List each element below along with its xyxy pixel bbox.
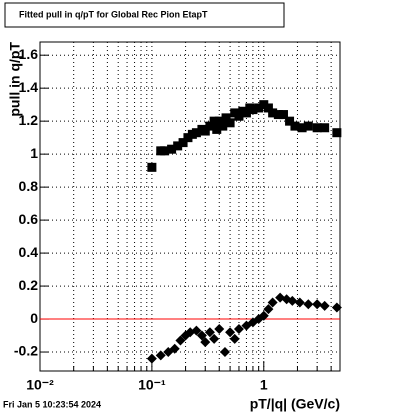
y-tick-label: 1 xyxy=(30,145,38,161)
marker xyxy=(214,116,224,126)
marker xyxy=(219,347,230,358)
marker xyxy=(209,116,219,126)
marker xyxy=(248,105,258,115)
y-tick-label: 0.4 xyxy=(19,244,39,260)
marker xyxy=(191,128,201,138)
marker xyxy=(290,121,300,131)
y-tick-label: 1.6 xyxy=(19,46,39,62)
marker xyxy=(331,302,342,313)
marker xyxy=(287,295,298,306)
marker xyxy=(259,100,269,110)
marker xyxy=(241,108,251,118)
marker xyxy=(303,121,313,131)
marker xyxy=(212,124,222,134)
plot-frame xyxy=(39,41,341,372)
marker xyxy=(146,353,157,364)
y-tick-label: 0.6 xyxy=(19,211,39,227)
marker xyxy=(312,299,323,310)
marker xyxy=(267,297,278,308)
y-tick-label: 0.8 xyxy=(19,178,39,194)
marker xyxy=(303,299,314,310)
marker xyxy=(332,128,342,138)
marker xyxy=(209,333,220,344)
marker xyxy=(225,118,235,128)
marker xyxy=(200,126,210,136)
y-tick-label: 0.2 xyxy=(19,277,39,293)
marker xyxy=(229,333,240,344)
y-tick-label: 1.2 xyxy=(19,112,39,128)
y-axis-label: pull in q/pT xyxy=(7,42,23,117)
marker xyxy=(221,113,231,123)
marker xyxy=(258,310,269,321)
marker xyxy=(155,350,166,361)
marker xyxy=(263,304,274,315)
marker xyxy=(312,123,322,133)
marker xyxy=(214,323,225,334)
marker xyxy=(278,110,288,120)
marker xyxy=(268,108,278,118)
marker xyxy=(233,323,244,334)
marker xyxy=(218,121,228,131)
marker xyxy=(204,327,215,338)
marker xyxy=(273,110,283,120)
marker xyxy=(294,297,305,308)
marker xyxy=(191,325,202,336)
marker xyxy=(297,123,307,133)
marker xyxy=(167,144,177,154)
marker xyxy=(160,146,170,156)
marker xyxy=(173,141,183,151)
marker xyxy=(200,337,211,348)
title-box xyxy=(4,2,285,28)
marker xyxy=(263,103,273,113)
marker xyxy=(169,343,180,354)
marker xyxy=(319,300,330,311)
marker xyxy=(147,162,157,172)
x-tick-label: 1 xyxy=(260,377,268,393)
marker xyxy=(178,138,188,148)
marker xyxy=(320,123,330,133)
x-tick-label: 10⁻¹ xyxy=(138,377,166,393)
marker xyxy=(175,335,186,346)
marker xyxy=(225,327,236,338)
y-tick-label: 0 xyxy=(30,310,38,326)
y-tick-label: -0.2 xyxy=(14,343,38,359)
marker xyxy=(285,116,295,126)
marker xyxy=(205,121,215,131)
footer: Fri Jan 5 10:23:54 2024 xyxy=(3,399,101,409)
x-tick-label: 10⁻² xyxy=(26,377,54,393)
marker xyxy=(254,103,264,113)
chart-title: Fitted pull in q/pT for Global Rec Pion … xyxy=(19,9,208,19)
marker xyxy=(234,111,244,121)
x-axis-label: pT/|q| (GeV/c) xyxy=(250,396,340,412)
y-tick-label: 1.4 xyxy=(19,79,39,95)
